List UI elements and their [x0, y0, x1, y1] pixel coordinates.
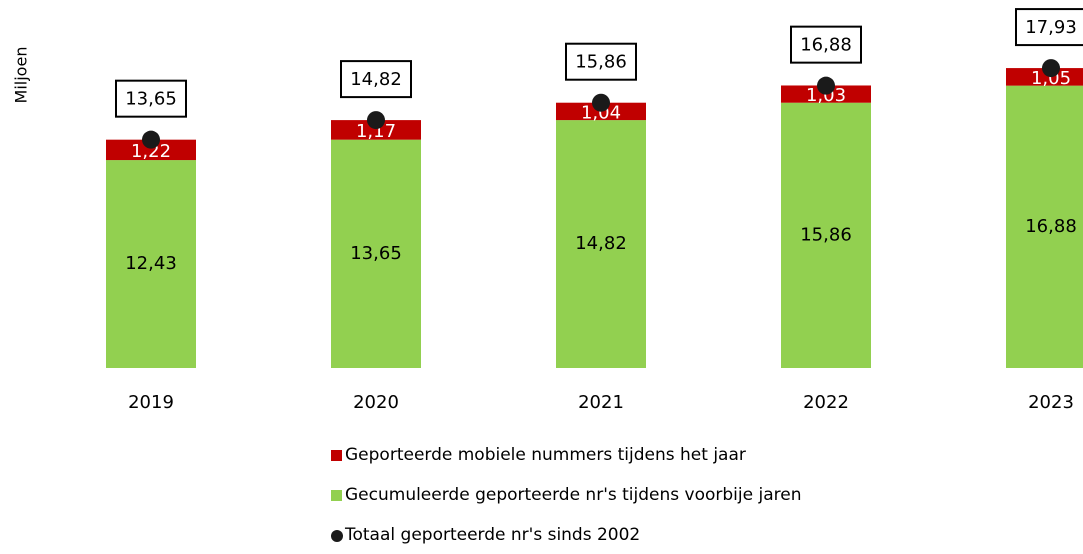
y-axis-label: Miljoen [12, 47, 31, 104]
total-label: 13,65 [125, 89, 177, 110]
data-label: 1,22 [131, 141, 171, 162]
total-label: 16,88 [800, 35, 852, 56]
bar-segment [781, 102, 871, 369]
total-label-box [340, 60, 412, 99]
data-label: 16,88 [1025, 216, 1077, 237]
legend-label: Geporteerde mobiele nummers tijdens het … [345, 445, 746, 465]
x-tick-label: 2023 [1028, 392, 1074, 413]
total-label-box [790, 25, 862, 64]
total-label-box [1015, 8, 1083, 47]
x-tick-label: 2020 [353, 392, 399, 413]
data-label: 14,82 [575, 233, 627, 254]
data-label: 15,86 [800, 224, 852, 245]
bar-segment [331, 139, 421, 368]
total-label: 14,82 [350, 69, 402, 90]
total-dot [592, 93, 610, 112]
legend: Geporteerde mobiele nummers tijdens het … [331, 445, 801, 545]
data-label: 1,17 [356, 121, 396, 142]
total-label: 17,93 [1025, 17, 1077, 38]
bar-segment [106, 160, 196, 368]
total-dot [367, 111, 385, 130]
bar-segment [106, 139, 196, 161]
legend-marker [331, 490, 342, 501]
data-label: 13,65 [350, 243, 402, 264]
bar-segment [1006, 68, 1083, 86]
data-label: 1,05 [1031, 68, 1071, 89]
bar-segment [331, 120, 421, 140]
data-label: 1,04 [581, 102, 621, 123]
legend-marker [331, 450, 342, 461]
total-label-box [115, 79, 187, 118]
data-label: 12,43 [125, 253, 177, 274]
bar-segment [556, 120, 646, 368]
total-label: 15,86 [575, 52, 627, 73]
legend-label: Gecumuleerde geporteerde nr's tijdens vo… [345, 485, 801, 505]
legend-label: Totaal geporteerde nr's sinds 2002 [344, 525, 640, 545]
x-tick-label: 2022 [803, 392, 849, 413]
data-label: 1,03 [806, 85, 846, 106]
x-tick-label: 2021 [578, 392, 624, 413]
total-dot [1042, 59, 1060, 78]
bar-segment [1006, 85, 1083, 368]
total-dot [817, 76, 835, 95]
legend-marker [331, 530, 343, 542]
total-dot [142, 130, 160, 149]
x-tick-label: 2019 [128, 392, 174, 413]
total-label-box [565, 42, 637, 81]
